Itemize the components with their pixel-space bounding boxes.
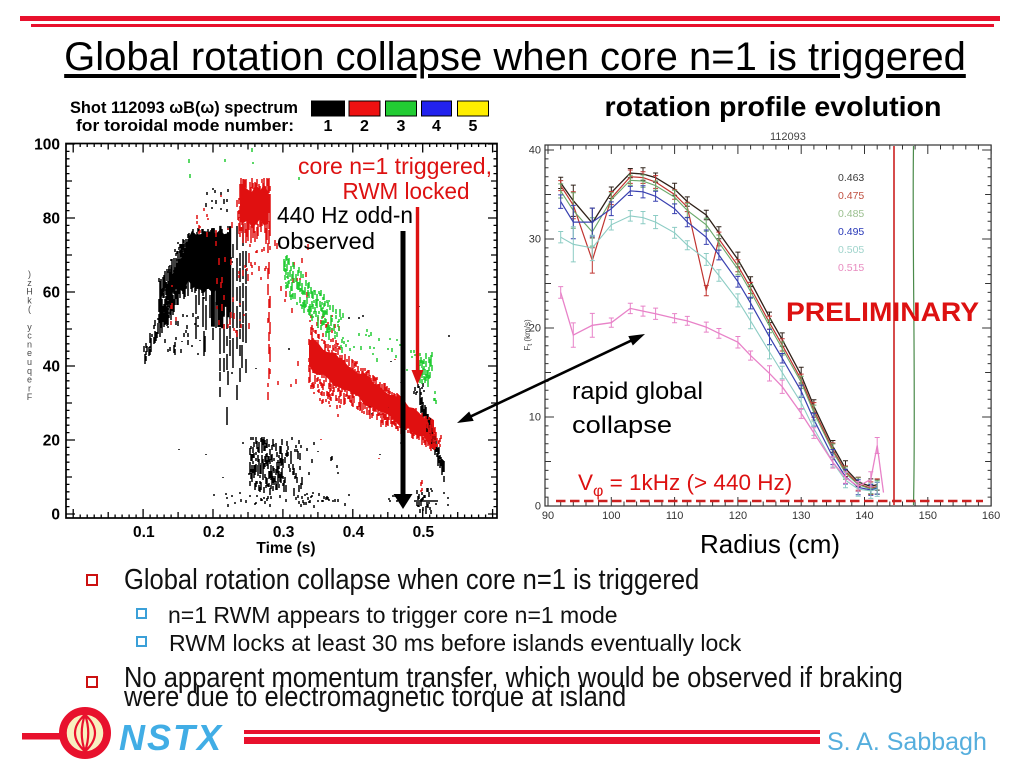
svg-text:0.485: 0.485	[838, 208, 864, 220]
svg-text:F: F	[27, 392, 33, 402]
svg-text:0.495: 0.495	[838, 226, 864, 238]
svg-text:RWM locked: RWM locked	[343, 178, 470, 204]
svg-text:0.475: 0.475	[838, 190, 864, 202]
svg-text:100: 100	[34, 137, 60, 154]
svg-text:collapse: collapse	[572, 412, 672, 439]
svg-text:core n=1 triggered,: core n=1 triggered,	[298, 153, 492, 179]
svg-text:0.2: 0.2	[203, 524, 225, 541]
svg-text:100: 100	[602, 510, 620, 522]
svg-text:150: 150	[919, 510, 937, 522]
svg-text:0: 0	[535, 501, 541, 513]
svg-text:): )	[28, 269, 31, 279]
svg-text:40: 40	[529, 145, 541, 157]
svg-text:0.5: 0.5	[413, 524, 435, 541]
svg-text:0: 0	[51, 507, 60, 524]
svg-text:q: q	[27, 366, 32, 376]
svg-text:20: 20	[43, 433, 60, 450]
svg-text:u: u	[27, 357, 32, 367]
svg-text:for toroidal mode number:: for toroidal mode number:	[76, 116, 294, 135]
svg-text:2: 2	[360, 118, 369, 135]
svg-text:60: 60	[43, 285, 60, 302]
svg-text:30: 30	[529, 234, 541, 246]
svg-text:0.463: 0.463	[838, 172, 864, 184]
svg-text:rotation profile evolution: rotation profile evolution	[605, 91, 942, 122]
svg-text:112093: 112093	[770, 131, 806, 143]
svg-text:5: 5	[469, 118, 478, 135]
svg-text:Radius (cm): Radius (cm)	[700, 529, 840, 559]
svg-text:130: 130	[792, 510, 810, 522]
svg-text:z: z	[27, 278, 32, 288]
svg-text:e: e	[27, 348, 32, 358]
svg-text:Time (s): Time (s)	[256, 540, 315, 557]
svg-text:10: 10	[529, 412, 541, 424]
svg-text:1: 1	[324, 118, 333, 135]
svg-text:0.1: 0.1	[133, 524, 155, 541]
svg-text:110: 110	[666, 510, 684, 522]
svg-text:0.515: 0.515	[838, 262, 864, 274]
svg-text:e: e	[27, 375, 32, 385]
svg-text:PRELIMINARY: PRELIMINARY	[786, 297, 979, 327]
svg-text:H: H	[26, 287, 33, 297]
svg-text:k: k	[27, 295, 32, 305]
svg-text:observed: observed	[277, 228, 375, 254]
svg-text:y: y	[27, 322, 32, 332]
svg-text:20: 20	[529, 323, 541, 335]
svg-text:Vφ = 1kHz (> 440 Hz): Vφ = 1kHz (> 440 Hz)	[578, 470, 792, 500]
svg-text:120: 120	[729, 510, 747, 522]
svg-text:160: 160	[982, 510, 1000, 522]
svg-text:rapid global: rapid global	[572, 378, 703, 405]
svg-text:4: 4	[432, 118, 441, 135]
svg-text:0.3: 0.3	[273, 524, 295, 541]
svg-text:Ft (km/s): Ft (km/s)	[523, 319, 534, 351]
svg-text:140: 140	[855, 510, 873, 522]
svg-text:Shot 112093 ωB(ω) spectrum: Shot 112093 ωB(ω) spectrum	[70, 98, 298, 117]
svg-text:0.4: 0.4	[343, 524, 365, 541]
svg-text:3: 3	[397, 118, 406, 135]
svg-text:90: 90	[542, 510, 554, 522]
svg-text:n: n	[27, 339, 32, 349]
svg-text:r: r	[28, 383, 31, 393]
svg-text:0.505: 0.505	[838, 244, 864, 256]
svg-text:40: 40	[43, 359, 60, 376]
svg-text:c: c	[27, 331, 32, 341]
svg-text:440 Hz odd-n: 440 Hz odd-n	[277, 202, 413, 228]
svg-text:(: (	[28, 304, 31, 314]
svg-text:80: 80	[43, 211, 60, 228]
